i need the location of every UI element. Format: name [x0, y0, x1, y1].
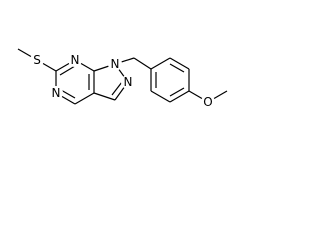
label-bg	[68, 53, 82, 67]
label-bg	[30, 53, 44, 67]
bonds	[17, 48, 228, 105]
atom-label: N	[52, 86, 61, 100]
atom-labels: S N N N N O	[30, 53, 215, 109]
molecule: S N N N N O	[17, 48, 228, 109]
label-bg	[121, 75, 135, 89]
label-bg	[201, 95, 215, 109]
atom-label: S	[33, 53, 41, 67]
atom-label: N	[124, 75, 133, 89]
label-bg	[49, 86, 63, 100]
atom-label: N	[111, 57, 120, 71]
atom-label: N	[71, 53, 80, 67]
label-bg	[108, 57, 122, 71]
atom-label: O	[203, 95, 212, 109]
